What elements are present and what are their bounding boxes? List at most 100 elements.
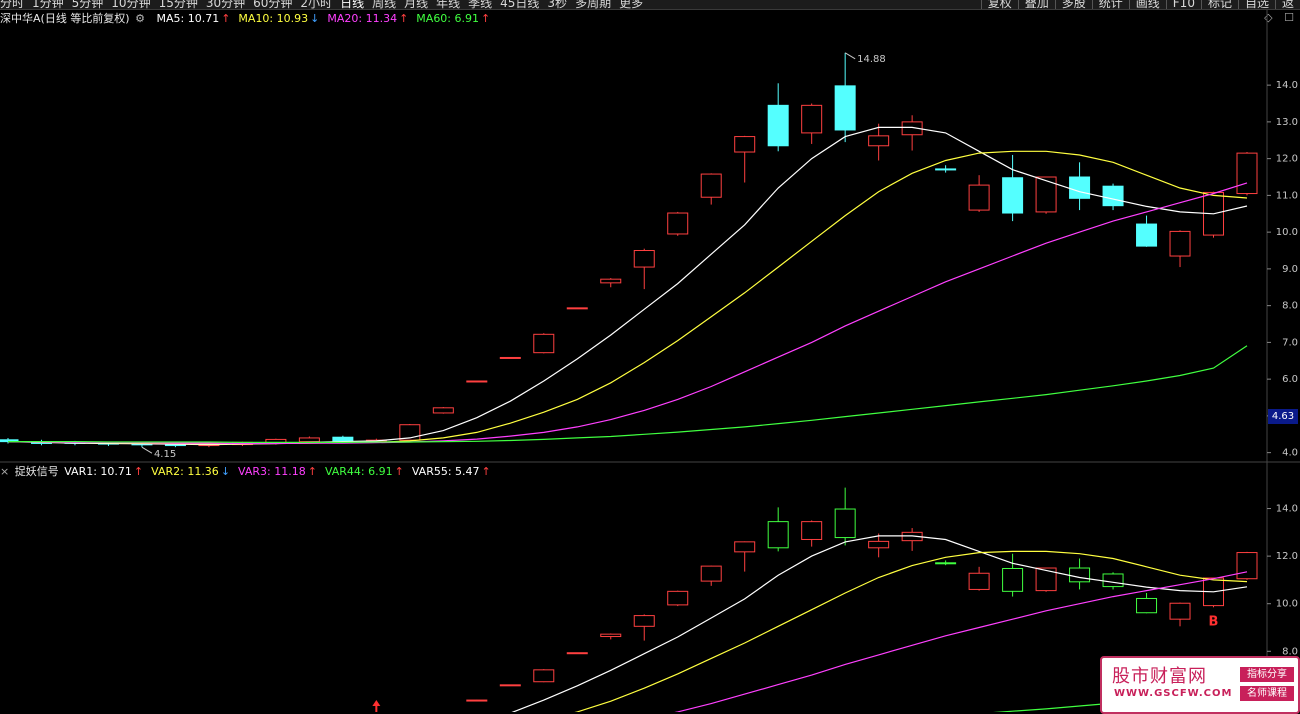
main-candle[interactable] bbox=[600, 278, 622, 284]
sub-candle[interactable] bbox=[1069, 567, 1091, 583]
diamond-icon[interactable]: ◇ bbox=[1264, 11, 1273, 24]
period-tab-12[interactable]: 季线 bbox=[468, 0, 493, 10]
sub-candle[interactable] bbox=[700, 565, 722, 582]
ma-legend-label-1: MA10: 10.93 bbox=[238, 12, 309, 25]
main-candle[interactable] bbox=[1136, 223, 1158, 247]
main-candle[interactable] bbox=[1069, 176, 1091, 199]
main-candle[interactable] bbox=[667, 212, 689, 235]
close-x-icon[interactable]: × bbox=[0, 465, 10, 478]
settings-circle-icon[interactable]: ⚙ bbox=[135, 12, 145, 25]
sub-ma10-line bbox=[574, 550, 1248, 712]
tool-button-1[interactable]: 叠加 bbox=[1017, 0, 1055, 9]
sub-candle[interactable] bbox=[834, 508, 856, 539]
var-legend-arrow-0: ↑ bbox=[133, 465, 144, 478]
sub-candle[interactable] bbox=[935, 562, 957, 565]
axis-tick-label: 12.0 bbox=[1276, 551, 1298, 562]
main-candle[interactable] bbox=[834, 85, 856, 131]
price-axis: 14.013.012.011.010.09.08.07.06.05.04.014… bbox=[1267, 80, 1298, 657]
period-tab-9[interactable]: 周线 bbox=[372, 0, 397, 10]
sub-candle[interactable] bbox=[1035, 567, 1057, 592]
sub-candle[interactable] bbox=[1002, 567, 1024, 592]
main-candle[interactable] bbox=[1035, 176, 1057, 213]
sub-candle[interactable] bbox=[667, 590, 689, 606]
sub-candle[interactable] bbox=[968, 572, 990, 590]
main-candle[interactable] bbox=[801, 104, 823, 134]
period-tab-16[interactable]: 更多 bbox=[619, 0, 644, 10]
main-candle[interactable] bbox=[298, 437, 320, 443]
var-legend-arrow-3: ↑ bbox=[394, 465, 404, 478]
period-tab-2[interactable]: 5分钟 bbox=[71, 0, 104, 10]
period-tab-10[interactable]: 月线 bbox=[404, 0, 429, 10]
period-tab-0[interactable]: 分时 bbox=[0, 0, 25, 10]
main-candle[interactable] bbox=[1102, 185, 1124, 207]
axis-tick-label: 14.0 bbox=[1276, 504, 1298, 515]
sub-candle[interactable] bbox=[1236, 552, 1258, 580]
period-tab-1[interactable]: 1分钟 bbox=[32, 0, 64, 10]
period-tab-7[interactable]: 2小时 bbox=[300, 0, 333, 10]
period-tabs: 分时 1分钟 5分钟 10分钟 15分钟 30分钟 60分钟 2小时 日线 周线 月线 年线 季线 45日… bbox=[0, 0, 651, 10]
sub-candle[interactable] bbox=[633, 615, 655, 627]
period-tab-11[interactable]: 年线 bbox=[436, 0, 461, 10]
period-tab-5[interactable]: 30分钟 bbox=[205, 0, 246, 10]
sub-candle[interactable] bbox=[734, 541, 756, 553]
chart-tools: 复权 叠加 多股 统计 画线 F10 标记 自选返 bbox=[980, 0, 1300, 9]
main-candle[interactable] bbox=[533, 333, 555, 354]
sub-candle[interactable] bbox=[600, 633, 622, 638]
tool-button-7[interactable]: 自选 bbox=[1237, 0, 1275, 9]
main-candle[interactable] bbox=[633, 250, 655, 268]
low-pointer bbox=[141, 446, 153, 454]
period-tab-3[interactable]: 10分钟 bbox=[111, 0, 151, 10]
period-tab-6[interactable]: 60分钟 bbox=[253, 0, 293, 10]
tool-button-8[interactable]: 返 bbox=[1274, 0, 1300, 9]
sub-candle[interactable] bbox=[466, 699, 488, 702]
tool-button-2[interactable]: 多股 bbox=[1054, 0, 1092, 9]
sub-candle[interactable] bbox=[767, 521, 789, 549]
main-candle[interactable] bbox=[868, 135, 890, 147]
maximize-icon[interactable]: ☐ bbox=[1284, 11, 1294, 24]
main-candle[interactable] bbox=[700, 173, 722, 198]
main-candle[interactable] bbox=[432, 407, 454, 414]
sub-candle[interactable] bbox=[1169, 602, 1191, 620]
period-tab-8[interactable]: 日线 bbox=[340, 0, 365, 10]
buy-signal-label: B bbox=[1209, 614, 1219, 629]
sub-candle[interactable] bbox=[868, 540, 890, 549]
ma-legend-label-2: MA20: 11.34 bbox=[327, 12, 398, 25]
axis-tick-label: 9.0 bbox=[1282, 264, 1298, 275]
main-candle[interactable] bbox=[499, 356, 521, 359]
var-legend-label-1: VAR2: 11.36 bbox=[151, 465, 219, 478]
axis-tick-label: 6.0 bbox=[1282, 374, 1298, 385]
sub-candle[interactable] bbox=[801, 521, 823, 540]
sub-candle[interactable] bbox=[499, 684, 521, 687]
period-tab-4[interactable]: 15分钟 bbox=[158, 0, 198, 10]
var-legend-label-2: VAR3: 11.18 bbox=[238, 465, 306, 478]
tool-button-6[interactable]: 标记 bbox=[1200, 0, 1238, 9]
main-ma60-line bbox=[8, 345, 1248, 443]
main-candle[interactable] bbox=[332, 436, 354, 442]
sub-candle[interactable] bbox=[533, 669, 555, 683]
axis-tick-label: 7.0 bbox=[1282, 337, 1298, 348]
main-candle[interactable] bbox=[466, 380, 488, 383]
main-candle[interactable] bbox=[901, 121, 923, 136]
main-candle[interactable] bbox=[935, 168, 957, 171]
main-candle[interactable] bbox=[968, 184, 990, 211]
tool-button-3[interactable]: 统计 bbox=[1091, 0, 1129, 9]
sub-candle[interactable] bbox=[1136, 597, 1158, 614]
tool-button-0[interactable]: 复权 bbox=[980, 0, 1018, 9]
period-tab-14[interactable]: 3秒 bbox=[547, 0, 568, 10]
up-arrow-icon bbox=[372, 700, 381, 712]
period-tab-15[interactable]: 多周期 bbox=[575, 0, 612, 10]
sub-candle[interactable] bbox=[566, 652, 588, 655]
tool-button-4[interactable]: 画线 bbox=[1128, 0, 1166, 9]
period-tab-13[interactable]: 45日线 bbox=[500, 0, 540, 10]
axis-tick-label: 12.0 bbox=[1276, 154, 1298, 165]
sub-candle[interactable] bbox=[1102, 573, 1124, 588]
main-candle[interactable] bbox=[1169, 230, 1191, 257]
main-candle[interactable] bbox=[566, 307, 588, 310]
main-candle[interactable] bbox=[767, 104, 789, 147]
main-ma20-line bbox=[7, 182, 1248, 445]
main-candle[interactable] bbox=[734, 136, 756, 153]
tool-button-5[interactable]: F10 bbox=[1165, 0, 1201, 9]
main-candle[interactable] bbox=[1002, 177, 1024, 214]
main-candle[interactable] bbox=[1236, 152, 1258, 195]
